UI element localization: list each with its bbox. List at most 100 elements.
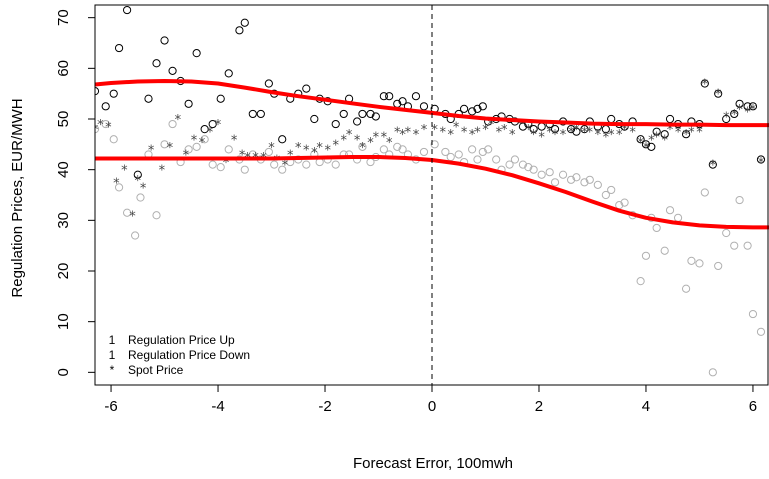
point-regulation-price-up <box>550 125 560 134</box>
point-regulation-price-up <box>459 104 469 113</box>
point-regulation-price-up <box>665 114 675 124</box>
point-regulation-price-up <box>366 109 375 119</box>
point-spot-price: * <box>552 128 559 143</box>
point-regulation-price-down <box>454 150 463 159</box>
point-spot-price: * <box>175 113 182 128</box>
point-regulation-price-down <box>743 241 752 250</box>
point-regulation-price-up <box>240 18 249 27</box>
point-spot-price: * <box>223 156 230 171</box>
point-spot-price: * <box>525 123 532 138</box>
point-regulation-price-up <box>264 79 273 88</box>
point-regulation-price-down <box>735 195 744 205</box>
point-spot-price: * <box>316 141 323 156</box>
point-regulation-price-up <box>647 142 656 151</box>
point-regulation-price-up <box>184 99 193 108</box>
point-spot-price: * <box>140 181 147 196</box>
point-regulation-price-down <box>208 160 217 169</box>
point-regulation-price-down <box>558 170 568 179</box>
point-spot-price: * <box>97 118 104 133</box>
plot-clip-group: ** ************ ******* * *** *** * ** * * ** ** ** *… <box>92 5 769 377</box>
point-regulation-price-up <box>310 114 319 124</box>
point-regulation-price-down <box>585 175 594 184</box>
point-regulation-price-up <box>537 122 546 131</box>
point-regulation-price-up <box>101 102 110 111</box>
point-regulation-price-up <box>419 102 429 111</box>
point-spot-price: * <box>509 128 516 143</box>
point-regulation-price-down <box>302 160 311 169</box>
point-spot-price: * <box>346 128 353 143</box>
legend-label: Spot Price <box>128 363 184 377</box>
point-regulation-price-down <box>593 180 602 189</box>
point-spot-price: * <box>587 126 594 141</box>
point-spot-price: * <box>399 128 406 143</box>
point-spot-price: * <box>215 118 222 133</box>
point-regulation-price-down <box>529 165 538 174</box>
point-spot-price: * <box>121 164 128 179</box>
point-regulation-price-down <box>192 142 201 151</box>
point-spot-price: * <box>530 128 537 143</box>
point-regulation-price-down <box>660 246 669 255</box>
point-regulation-price-down <box>430 140 439 149</box>
legend: 1 Regulation Price Up 1 Regulation Price Do… <box>109 333 250 377</box>
point-spot-price: * <box>92 123 99 138</box>
point-regulation-price-up <box>735 99 744 108</box>
point-spot-price: * <box>710 159 717 174</box>
point-regulation-price-up <box>411 92 421 101</box>
point-regulation-price-up <box>529 125 538 134</box>
point-regulation-price-down <box>681 284 691 293</box>
point-spot-price: * <box>603 131 610 146</box>
point-regulation-price-down <box>601 190 610 200</box>
point-spot-price: * <box>386 136 393 151</box>
point-regulation-price-down <box>580 178 589 187</box>
point-regulation-price-down <box>478 147 487 157</box>
point-spot-price: * <box>621 123 628 138</box>
point-regulation-price-up <box>379 92 388 101</box>
point-spot-price: * <box>394 126 401 141</box>
point-regulation-price-down <box>572 173 581 182</box>
point-regulation-price-up <box>160 36 169 45</box>
point-spot-price: * <box>421 123 428 138</box>
point-regulation-price-down <box>505 160 514 169</box>
point-spot-price: * <box>517 118 524 133</box>
point-regulation-price-up <box>730 109 739 119</box>
point-regulation-price-down <box>652 223 661 233</box>
point-spot-price: * <box>332 138 339 153</box>
point-regulation-price-up <box>748 102 758 111</box>
point-spot-price: * <box>637 136 644 151</box>
point-regulation-price-down <box>714 261 723 271</box>
point-regulation-price-up <box>133 170 142 179</box>
point-regulation-price-down <box>524 163 533 172</box>
point-regulation-price-down <box>641 251 651 260</box>
point-regulation-price-down <box>168 119 177 129</box>
point-regulation-price-up <box>473 104 482 113</box>
point-spot-price: * <box>413 128 420 143</box>
point-spot-price: * <box>405 126 412 141</box>
point-regulation-price-down <box>518 160 528 169</box>
point-regulation-price-down <box>109 135 118 144</box>
point-spot-price: * <box>135 174 142 189</box>
point-spot-price: * <box>688 126 695 141</box>
point-spot-price: * <box>469 128 476 143</box>
point-spot-price: * <box>581 126 588 141</box>
point-regulation-price-down <box>331 160 340 169</box>
point-spot-price: * <box>354 133 361 148</box>
point-spot-price: * <box>546 126 553 141</box>
point-regulation-price-down <box>484 145 493 154</box>
point-regulation-price-up <box>708 160 717 169</box>
point-spot-price: * <box>183 148 190 163</box>
point-spot-price: * <box>750 103 757 118</box>
point-spot-price: * <box>359 141 366 156</box>
point-regulation-price-up <box>371 112 380 121</box>
smooth-curve-down <box>95 155 769 230</box>
point-spot-price: * <box>381 131 388 146</box>
point-regulation-price-up <box>743 102 752 111</box>
point-regulation-price-down <box>636 277 645 286</box>
point-regulation-price-up <box>331 119 340 129</box>
point-regulation-price-up <box>168 66 177 75</box>
point-regulation-price-up <box>566 125 576 134</box>
point-regulation-price-down <box>537 170 546 179</box>
x-tick-label: -4 <box>211 398 224 415</box>
point-regulation-price-down <box>730 241 739 250</box>
legend-label: Regulation Price Down <box>128 348 250 362</box>
point-regulation-price-down <box>224 145 233 154</box>
